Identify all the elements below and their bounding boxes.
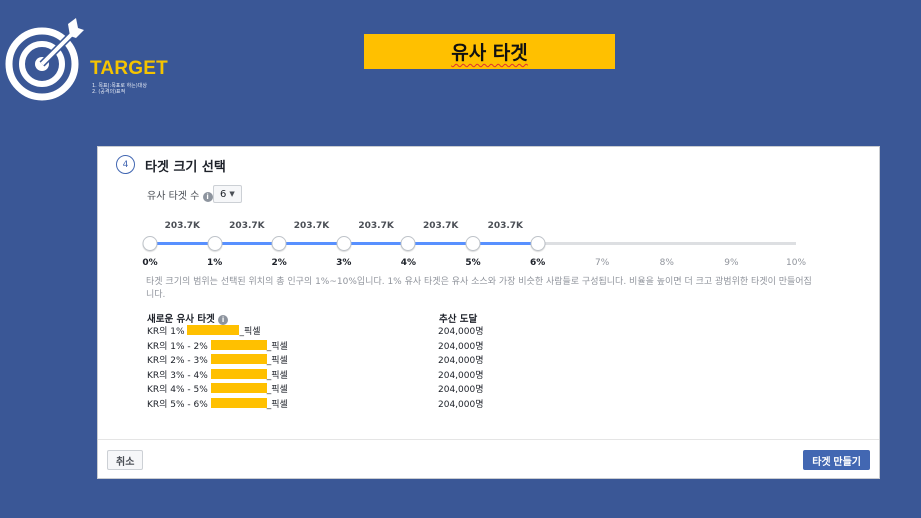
audience-name: KR의 1% _픽셀 xyxy=(147,325,261,337)
redaction-mask xyxy=(210,339,267,350)
brand-name: TARGET xyxy=(90,58,168,79)
audience-size-dialog: 4 타겟 크기 선택 유사 타겟 수 i 6 ▼ 0% 1% 2% 3% 4% 5% 6% 7%… xyxy=(97,146,880,479)
audience-count-label: 유사 타겟 수 i xyxy=(147,187,213,202)
slider-handle[interactable] xyxy=(465,236,481,251)
redaction-mask xyxy=(210,383,267,394)
estimated-reach: 204,000명 xyxy=(438,356,484,367)
audience-name: KR의 3% - 4% _픽셀 xyxy=(147,368,288,381)
slider-segment-value: 203.7K xyxy=(229,221,265,231)
audience-name: KR의 2% - 3% _픽셀 xyxy=(147,354,288,367)
info-icon[interactable]: i xyxy=(218,315,229,325)
audience-size-slider[interactable]: 0% 1% 2% 3% 4% 5% 6% 7% 8% 9% 10% 203.7K 203.7K 203.7… xyxy=(98,207,881,277)
redaction-mask xyxy=(210,398,267,408)
slider-tick-label: 9% xyxy=(724,258,739,268)
create-audience-button[interactable]: 타겟 만들기 xyxy=(803,450,870,470)
estimated-reach: 204,000명 xyxy=(438,400,484,410)
page-title-banner: 유사 타겟 xyxy=(364,34,615,69)
slider-tick-label: 10% xyxy=(785,258,807,268)
lookalike-audience-row: KR의 2% - 3% _픽셀 204,000명 xyxy=(147,353,487,367)
slider-tick-label: 6% xyxy=(529,258,546,268)
slider-handle[interactable] xyxy=(336,236,352,251)
estimated-reach: 204,000명 xyxy=(438,327,484,337)
footer-divider xyxy=(98,439,879,440)
slider-tick-label: 2% xyxy=(271,258,287,268)
audience-name: KR의 5% - 6% _픽셀 xyxy=(147,398,288,410)
slider-tick-label: 7% xyxy=(595,258,610,268)
slider-tick-label: 3% xyxy=(336,258,352,268)
step-number-badge: 4 xyxy=(116,155,135,174)
column-header-audience: 새로운 유사 타겟 i xyxy=(147,311,229,325)
audience-name: KR의 1% - 2% _픽셀 xyxy=(147,339,288,352)
audience-count-select[interactable]: 6 ▼ xyxy=(213,185,242,203)
slider-tick-label: 8% xyxy=(659,258,674,268)
slider-handle[interactable] xyxy=(530,236,546,251)
slider-segment-value: 203.7K xyxy=(487,221,524,231)
slider-handle[interactable] xyxy=(400,236,416,251)
estimated-reach: 204,000명 xyxy=(438,370,484,381)
lookalike-audience-row: KR의 4% - 5% _픽셀 204,000명 xyxy=(147,382,487,396)
slider-tick-label: 5% xyxy=(465,258,481,268)
slider-segment-value: 203.7K xyxy=(293,221,330,231)
cancel-button[interactable]: 취소 xyxy=(107,450,144,470)
info-icon[interactable]: i xyxy=(202,192,213,202)
column-header-reach: 추산 도달 xyxy=(439,314,478,325)
lookalike-audience-row: KR의 1% _픽셀 204,000명 xyxy=(147,324,487,338)
size-description: 타겟 크기의 범위는 선택된 위치의 총 인구의 1%~10%입니다. 1% 유… xyxy=(146,277,812,300)
slider-tick-label: 4% xyxy=(400,258,417,268)
slider-handle[interactable] xyxy=(142,236,158,251)
dialog-title: 타겟 크기 선택 xyxy=(145,160,226,175)
estimated-reach: 204,000명 xyxy=(438,341,484,352)
slider-tick-label: 0% xyxy=(142,258,158,268)
slider-segment-value: 203.7K xyxy=(422,221,459,231)
lookalike-audience-row: KR의 5% - 6% _픽셀 204,000명 xyxy=(147,397,487,411)
redaction-mask xyxy=(187,325,240,335)
redaction-mask xyxy=(210,368,267,379)
slider-handle[interactable] xyxy=(271,236,287,251)
redaction-mask xyxy=(210,354,267,365)
slider-segment-value: 203.7K xyxy=(164,221,201,231)
slider-tick-label: 1% xyxy=(206,258,223,268)
estimated-reach: 204,000명 xyxy=(438,385,484,396)
target-arrow-icon xyxy=(5,18,84,101)
audience-name: KR의 4% - 5% _픽셀 xyxy=(147,383,288,396)
brand-subtitle: 1. 목표(:목표로 하는)대상 2. (공격의)표적 xyxy=(92,83,147,95)
slider-handle[interactable] xyxy=(207,236,223,251)
lookalike-audience-row: KR의 1% - 2% _픽셀 204,000명 xyxy=(147,339,487,353)
caret-down-icon: ▼ xyxy=(229,190,235,198)
page-title: 유사 타겟 xyxy=(451,42,528,64)
lookalike-audience-row: KR의 3% - 4% _픽셀 204,000명 xyxy=(147,368,487,382)
slider-segment-value: 203.7K xyxy=(358,221,394,231)
